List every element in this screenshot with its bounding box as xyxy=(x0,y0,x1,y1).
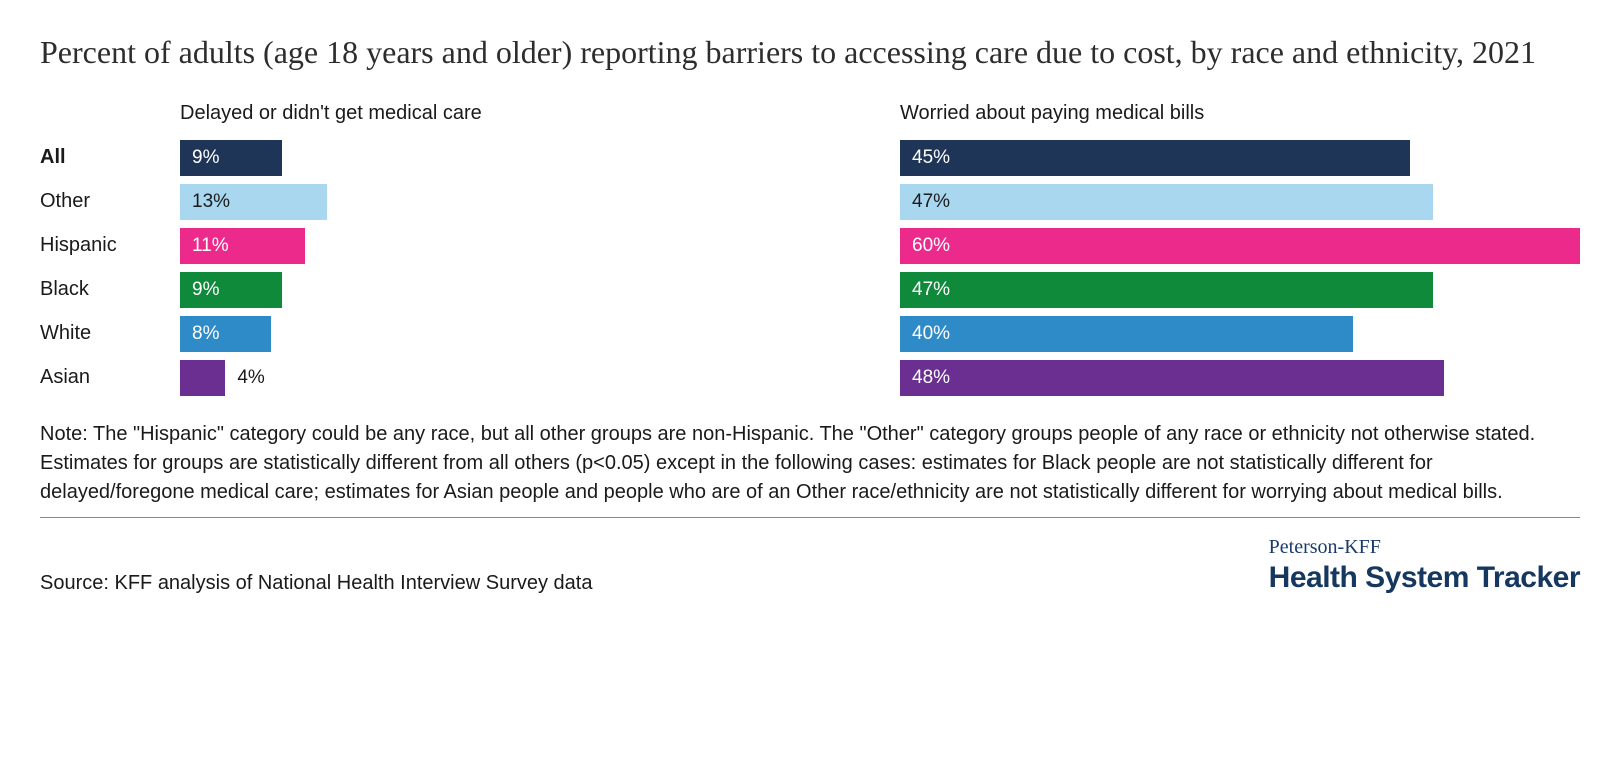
bar: 9% xyxy=(180,140,282,176)
category-label: Other xyxy=(40,180,140,224)
chart-note: Note: The "Hispanic" category could be a… xyxy=(40,420,1580,518)
bar: 60% xyxy=(900,228,1580,264)
bar-value-label: 8% xyxy=(180,323,231,345)
bar-row: 40% xyxy=(900,312,1580,356)
category-label: Hispanic xyxy=(40,224,140,268)
chart-body: AllOtherHispanicBlackWhiteAsian Delayed … xyxy=(40,102,1580,400)
category-label: All xyxy=(40,136,140,180)
bar-value-label: 45% xyxy=(900,147,962,169)
bar: 11% xyxy=(180,228,305,264)
bar: 47% xyxy=(900,184,1433,220)
bar: 40% xyxy=(900,316,1353,352)
bar-value-label: 40% xyxy=(900,323,962,345)
category-label: White xyxy=(40,312,140,356)
source-text: Source: KFF analysis of National Health … xyxy=(40,572,592,595)
brand-block: Peterson-KFF Health System Tracker xyxy=(1269,536,1580,595)
bar-row: 11% xyxy=(180,224,860,268)
bar-row: 9% xyxy=(180,268,860,312)
bar-value-label: 60% xyxy=(900,235,962,257)
bar-row: 4% xyxy=(180,356,860,400)
panel-delayed-care: Delayed or didn't get medical care 9% 13% 1… xyxy=(180,102,860,400)
bar: 45% xyxy=(900,140,1410,176)
bar-value-label: 4% xyxy=(225,367,276,389)
bar: 13% xyxy=(180,184,327,220)
panel-title: Worried about paying medical bills xyxy=(900,102,1580,128)
brand-main-text: Health System Tracker xyxy=(1269,561,1580,595)
category-label: Asian xyxy=(40,356,140,400)
bar: 4% xyxy=(180,360,225,396)
bar-row: 47% xyxy=(900,268,1580,312)
bar: 9% xyxy=(180,272,282,308)
bar-value-label: 47% xyxy=(900,191,962,213)
bar-value-label: 9% xyxy=(180,279,231,301)
category-labels-column: AllOtherHispanicBlackWhiteAsian xyxy=(40,102,140,400)
brand-top-text: Peterson-KFF xyxy=(1269,536,1580,559)
bar-value-label: 47% xyxy=(900,279,962,301)
bar: 47% xyxy=(900,272,1433,308)
bar-row: 60% xyxy=(900,224,1580,268)
bar-row: 45% xyxy=(900,136,1580,180)
panel-worried-bills: Worried about paying medical bills 45% 47%… xyxy=(900,102,1580,400)
bar-row: 9% xyxy=(180,136,860,180)
chart-title: Percent of adults (age 18 years and olde… xyxy=(40,32,1580,74)
bar-value-label: 13% xyxy=(180,191,242,213)
footer: Source: KFF analysis of National Health … xyxy=(40,536,1580,595)
bar-value-label: 11% xyxy=(180,235,241,257)
bar-row: 47% xyxy=(900,180,1580,224)
bar-row: 48% xyxy=(900,356,1580,400)
category-label: Black xyxy=(40,268,140,312)
bar-row: 13% xyxy=(180,180,860,224)
bar-row: 8% xyxy=(180,312,860,356)
bar-value-label: 9% xyxy=(180,147,231,169)
bar: 8% xyxy=(180,316,271,352)
panel-title: Delayed or didn't get medical care xyxy=(180,102,860,128)
bar: 48% xyxy=(900,360,1444,396)
bar-value-label: 48% xyxy=(900,367,962,389)
